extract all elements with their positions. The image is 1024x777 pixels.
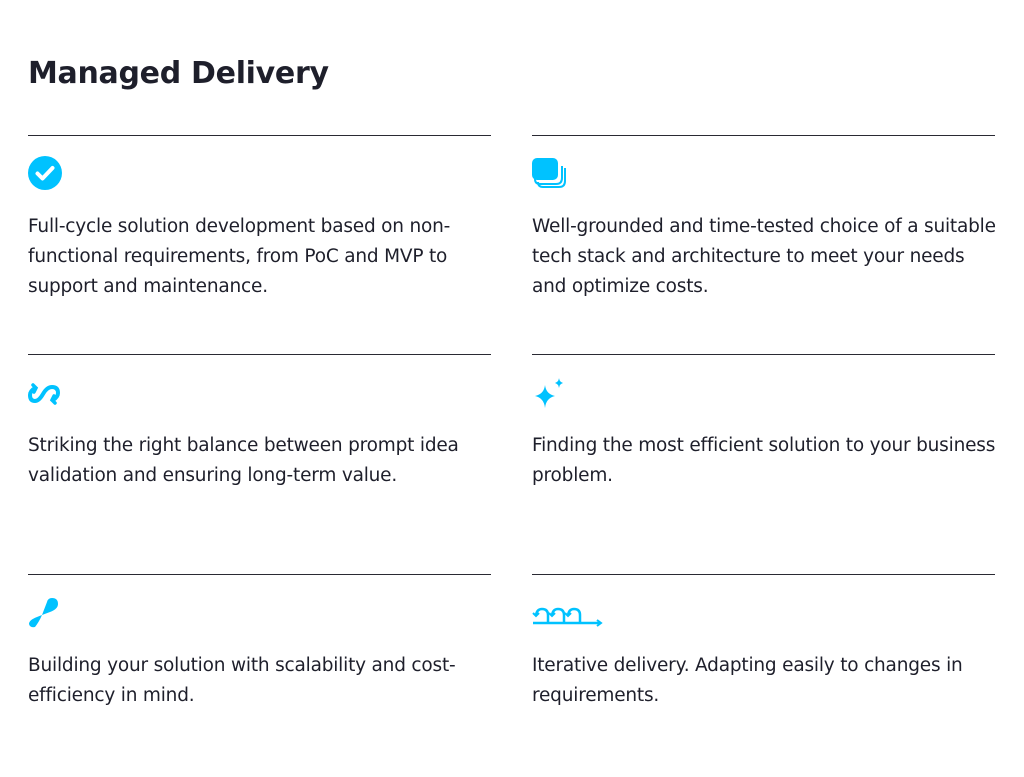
feature-card-iterative: Iterative delivery. Adapting easily to c… <box>532 574 995 775</box>
stack-layers-icon <box>532 158 566 188</box>
sparkle-icon <box>535 378 563 408</box>
feature-card-balance: Striking the right balance between promp… <box>28 354 491 555</box>
feature-card-tech-stack: Well-grounded and time-tested choice of … <box>532 135 996 336</box>
feature-text: Full-cycle solution development based on… <box>28 216 451 297</box>
feature-card-efficient: Finding the most efficient solution to y… <box>532 354 995 555</box>
feature-text: Well-grounded and time-tested choice of … <box>532 216 996 297</box>
feature-text: Striking the right balance between promp… <box>28 435 459 486</box>
feature-text: Building your solution with scalability … <box>28 655 456 706</box>
feature-card-scalability: Building your solution with scalability … <box>28 574 491 775</box>
check-circle-icon <box>28 156 62 190</box>
feature-text: Finding the most efficient solution to y… <box>532 435 996 486</box>
exchange-arrows-icon <box>28 383 61 405</box>
iterative-loops-icon <box>532 607 603 627</box>
feature-card-full-cycle: Full-cycle solution development based on… <box>28 135 491 336</box>
page-title: Managed Delivery <box>28 56 329 91</box>
feature-text: Iterative delivery. Adapting easily to c… <box>532 655 963 706</box>
scalability-drop-icon <box>29 598 58 628</box>
